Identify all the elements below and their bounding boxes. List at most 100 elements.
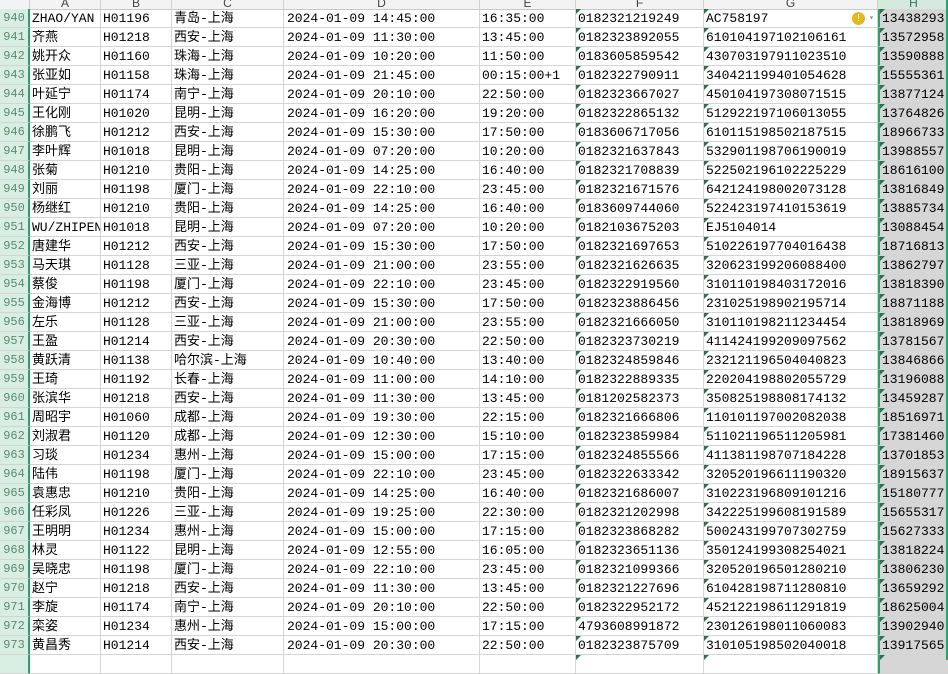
cell-g[interactable]: 510226197704016438 xyxy=(704,237,878,256)
column-header-d[interactable]: D xyxy=(284,0,480,10)
cell-b[interactable]: H01218 xyxy=(101,389,172,408)
cell-f[interactable]: 0182321626635 xyxy=(576,256,704,275)
cell-h[interactable]: 13902940 xyxy=(878,617,948,636)
cell-g[interactable]: 610428198711280810 xyxy=(704,579,878,598)
cell-a[interactable] xyxy=(30,655,101,674)
cell-e[interactable]: 16:40:00 xyxy=(480,199,576,218)
cell-e[interactable]: 13:45:00 xyxy=(480,389,576,408)
cell-d[interactable]: 2024-01-09 15:00:00 xyxy=(284,446,480,465)
row-header[interactable]: 941 xyxy=(0,28,30,47)
cell-e[interactable]: 17:15:00 xyxy=(480,446,576,465)
warning-icon[interactable]: ! xyxy=(852,12,865,25)
row-header[interactable]: 962 xyxy=(0,427,30,446)
cell-h[interactable]: 13988557 xyxy=(878,142,948,161)
cell-b[interactable]: H01128 xyxy=(101,313,172,332)
cell-h[interactable]: 18716813 xyxy=(878,237,948,256)
cell-f[interactable]: 0182103675203 xyxy=(576,218,704,237)
cell-a[interactable]: 黄跃清 xyxy=(30,351,101,370)
cell-g[interactable]: 342225199608191589 xyxy=(704,503,878,522)
cell-c[interactable]: 西安-上海 xyxy=(172,123,284,142)
row-header[interactable]: 957 xyxy=(0,332,30,351)
cell-e[interactable]: 13:45:00 xyxy=(480,579,576,598)
cell-h[interactable]: 13659292 xyxy=(878,579,948,598)
cell-a[interactable]: 李旋 xyxy=(30,598,101,617)
row-header[interactable]: 963 xyxy=(0,446,30,465)
cell-f[interactable]: 0182321666806 xyxy=(576,408,704,427)
cell-e[interactable]: 22:30:00 xyxy=(480,503,576,522)
cell-f[interactable]: 0182321666050 xyxy=(576,313,704,332)
cell-b[interactable]: H01210 xyxy=(101,484,172,503)
cell-g[interactable]: 232121196504040823 xyxy=(704,351,878,370)
cell-c[interactable]: 厦门-上海 xyxy=(172,275,284,294)
cell-d[interactable]: 2024-01-09 15:00:00 xyxy=(284,617,480,636)
cell-d[interactable]: 2024-01-09 14:25:00 xyxy=(284,484,480,503)
cell-c[interactable]: 西安-上海 xyxy=(172,237,284,256)
cell-d[interactable]: 2024-01-09 11:30:00 xyxy=(284,28,480,47)
row-header[interactable]: 940 xyxy=(0,9,30,28)
cell-b[interactable]: H01138 xyxy=(101,351,172,370)
cell-f[interactable]: 0182323892055 xyxy=(576,28,704,47)
cell-e[interactable]: 23:45:00 xyxy=(480,180,576,199)
cell-e[interactable]: 23:55:00 xyxy=(480,256,576,275)
cell-f[interactable]: 0182323651136 xyxy=(576,541,704,560)
cell-b[interactable]: H01160 xyxy=(101,47,172,66)
cell-d[interactable]: 2024-01-09 15:00:00 xyxy=(284,522,480,541)
cell-f[interactable]: 0182322889335 xyxy=(576,370,704,389)
cell-d[interactable]: 2024-01-09 22:10:00 xyxy=(284,560,480,579)
row-header[interactable]: 971 xyxy=(0,598,30,617)
cell-f[interactable]: 0182323730219 xyxy=(576,332,704,351)
cell-c[interactable]: 西安-上海 xyxy=(172,294,284,313)
cell-a[interactable]: 黄昌秀 xyxy=(30,636,101,655)
cell-e[interactable]: 13:45:00 xyxy=(480,28,576,47)
cell-b[interactable]: H01018 xyxy=(101,142,172,161)
row-header[interactable]: 945 xyxy=(0,104,30,123)
cell-g[interactable]: 532901198706190019 xyxy=(704,142,878,161)
cell-f[interactable]: 0182322919560 xyxy=(576,275,704,294)
cell-h[interactable]: 15655317 xyxy=(878,503,948,522)
row-header[interactable]: 966 xyxy=(0,503,30,522)
row-header[interactable]: 965 xyxy=(0,484,30,503)
cell-a[interactable]: 张亚如 xyxy=(30,66,101,85)
cell-a[interactable]: 吴晓忠 xyxy=(30,560,101,579)
cell-d[interactable]: 2024-01-09 21:45:00 xyxy=(284,66,480,85)
cell-c[interactable]: 昆明-上海 xyxy=(172,218,284,237)
cell-f[interactable]: 0182321219249 xyxy=(576,9,704,28)
cell-f[interactable]: 0182321671576 xyxy=(576,180,704,199)
row-header[interactable]: 950 xyxy=(0,199,30,218)
cell-a[interactable]: 唐建华 xyxy=(30,237,101,256)
cell-b[interactable]: H01060 xyxy=(101,408,172,427)
cell-a[interactable]: 刘丽 xyxy=(30,180,101,199)
cell-a[interactable]: 王明明 xyxy=(30,522,101,541)
row-header[interactable]: 959 xyxy=(0,370,30,389)
cell-b[interactable]: H01218 xyxy=(101,28,172,47)
cell-g[interactable]: 511021196511205981 xyxy=(704,427,878,446)
row-header[interactable]: 964 xyxy=(0,465,30,484)
row-header[interactable]: 951 xyxy=(0,218,30,237)
cell-g[interactable]: 452122198611291819 xyxy=(704,598,878,617)
cell-d[interactable]: 2024-01-09 22:10:00 xyxy=(284,180,480,199)
cell-f[interactable]: 0182322952172 xyxy=(576,598,704,617)
cell-d[interactable]: 2024-01-09 19:25:00 xyxy=(284,503,480,522)
row-header[interactable]: 948 xyxy=(0,161,30,180)
cell-f[interactable]: 0182321708839 xyxy=(576,161,704,180)
cell-b[interactable]: H01122 xyxy=(101,541,172,560)
column-header-e[interactable]: E xyxy=(480,0,576,10)
cell-h[interactable]: 13818390 xyxy=(878,275,948,294)
row-header[interactable]: 946 xyxy=(0,123,30,142)
cell-h[interactable]: 18966733 xyxy=(878,123,948,142)
cell-h[interactable]: 13816849 xyxy=(878,180,948,199)
row-header[interactable]: 954 xyxy=(0,275,30,294)
cell-b[interactable]: H01226 xyxy=(101,503,172,522)
cell-c[interactable]: 昆明-上海 xyxy=(172,104,284,123)
cell-a[interactable]: WU/ZHIPEN xyxy=(30,218,101,237)
cell-c[interactable]: 珠海-上海 xyxy=(172,47,284,66)
cell-f[interactable]: 0182324855566 xyxy=(576,446,704,465)
cell-c[interactable]: 西安-上海 xyxy=(172,389,284,408)
cell-c[interactable]: 厦门-上海 xyxy=(172,180,284,199)
cell-e[interactable]: 14:10:00 xyxy=(480,370,576,389)
cell-d[interactable]: 2024-01-09 20:10:00 xyxy=(284,598,480,617)
cell-h[interactable]: 13572958 xyxy=(878,28,948,47)
cell-d[interactable]: 2024-01-09 22:10:00 xyxy=(284,465,480,484)
cell-f[interactable]: 0182321099366 xyxy=(576,560,704,579)
cell-f[interactable]: 4793608991872 xyxy=(576,617,704,636)
